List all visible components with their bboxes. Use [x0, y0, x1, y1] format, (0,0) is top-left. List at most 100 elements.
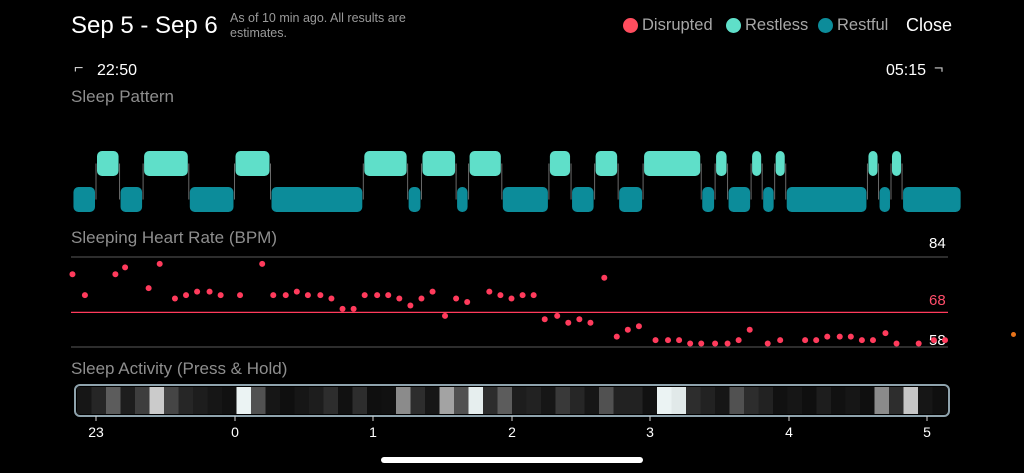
- heart-rate-point: [293, 288, 300, 295]
- activity-cell: [483, 387, 499, 414]
- activity-cell: [570, 387, 586, 414]
- activity-cell: [715, 387, 731, 414]
- heart-rate-point: [635, 323, 642, 330]
- activity-cell: [599, 387, 615, 414]
- heart-rate-point: [624, 326, 631, 333]
- heart-rate-point: [442, 312, 449, 319]
- restful-dot-icon: [818, 18, 833, 33]
- sleep-segment: [572, 187, 594, 212]
- sleep-segment: [903, 187, 961, 212]
- heart-rate-point: [847, 333, 854, 340]
- heart-rate-point: [802, 337, 809, 344]
- sleep-segment: [502, 187, 548, 212]
- sleep-activity-heading: Sleep Activity (Press & Hold): [71, 359, 288, 378]
- sleep-segment: [457, 187, 468, 212]
- activity-cell: [729, 387, 745, 414]
- heart-rate-point: [418, 295, 425, 302]
- home-indicator[interactable]: [381, 457, 643, 463]
- heart-rate-point: [497, 292, 504, 299]
- activity-cell: [555, 387, 571, 414]
- heart-rate-point: [746, 326, 753, 333]
- sleep-segment: [408, 187, 421, 212]
- heart-rate-point: [869, 337, 876, 344]
- activity-cell: [903, 387, 919, 414]
- legend-restless: Restless: [726, 16, 808, 35]
- activity-cell: [918, 387, 934, 414]
- activity-cell: [280, 387, 296, 414]
- heart-rate-point: [587, 319, 594, 326]
- activity-cell: [236, 387, 252, 414]
- heart-rate-point: [81, 292, 88, 299]
- restless-dot-icon: [726, 18, 741, 33]
- heart-rate-point: [350, 305, 357, 312]
- sleep-segment: [271, 187, 363, 212]
- sleep-segment: [619, 187, 643, 212]
- activity-cell: [526, 387, 542, 414]
- start-time: 22:50: [97, 62, 138, 79]
- activity-cell: [410, 387, 426, 414]
- heart-rate-point: [813, 337, 820, 344]
- heart-rate-point: [385, 292, 392, 299]
- heart-rate-point: [453, 295, 460, 302]
- activity-cell: [816, 387, 832, 414]
- activity-cell: [251, 387, 267, 414]
- activity-cell: [874, 387, 890, 414]
- activity-cell: [120, 387, 136, 414]
- activity-cell: [164, 387, 180, 414]
- activity-cell: [497, 387, 513, 414]
- activity-cell: [787, 387, 803, 414]
- activity-cell: [512, 387, 528, 414]
- sleep-segment: [120, 187, 143, 212]
- heart-rate-point: [930, 337, 937, 344]
- heart-rate-point: [194, 288, 201, 295]
- heart-rate-point: [304, 292, 311, 299]
- activity-cell: [758, 387, 774, 414]
- heart-rate-point: [112, 271, 119, 278]
- activity-cell: [642, 387, 658, 414]
- legend-restful-label: Restful: [837, 16, 889, 34]
- activity-cell: [149, 387, 165, 414]
- sleep-segment: [144, 151, 188, 176]
- activity-cell: [686, 387, 702, 414]
- heart-rate-point: [724, 340, 731, 347]
- estimate-note: As of 10 min ago. All results are estima…: [230, 11, 406, 40]
- activity-cell: [309, 387, 325, 414]
- heart-rate-point: [282, 292, 289, 299]
- activity-cell: [628, 387, 644, 414]
- sleep-segment: [644, 151, 701, 176]
- sleep-segment: [728, 187, 751, 212]
- sleep-segment: [775, 151, 785, 176]
- activity-cell: [135, 387, 151, 414]
- sleep-segment: [97, 151, 119, 176]
- activity-cell: [207, 387, 223, 414]
- end-bracket-icon: ¬: [934, 60, 944, 77]
- heart-rate-point: [145, 285, 152, 292]
- close-button[interactable]: Close: [906, 15, 953, 35]
- activity-cell: [657, 387, 673, 414]
- heart-rate-point: [882, 330, 889, 337]
- heart-rate-point: [508, 295, 515, 302]
- activity-cell: [932, 387, 948, 414]
- activity-cell: [889, 387, 905, 414]
- heart-rate-point: [486, 288, 493, 295]
- legend-disrupted: Disrupted: [623, 16, 713, 35]
- activity-cell: [77, 387, 93, 414]
- heart-rate-point: [836, 333, 843, 340]
- sleep-segment: [891, 151, 902, 176]
- heart-rate-point: [541, 316, 548, 323]
- heart-rate-point: [687, 340, 694, 347]
- heart-rate-point: [69, 271, 76, 278]
- end-time: 05:15: [886, 62, 927, 79]
- heart-rate-point: [613, 333, 620, 340]
- activity-cell: [860, 387, 876, 414]
- heart-rate-point: [396, 295, 403, 302]
- heart-rate-point: [676, 337, 683, 344]
- sleep-segment: [716, 151, 727, 176]
- heart-rate-point: [698, 340, 705, 347]
- hr-max-label: 84: [929, 235, 946, 252]
- activity-cell: [381, 387, 397, 414]
- activity-cell: [671, 387, 687, 414]
- heart-rate-point: [576, 316, 583, 323]
- sleep-segment: [752, 151, 762, 176]
- sleep-segment: [364, 151, 407, 176]
